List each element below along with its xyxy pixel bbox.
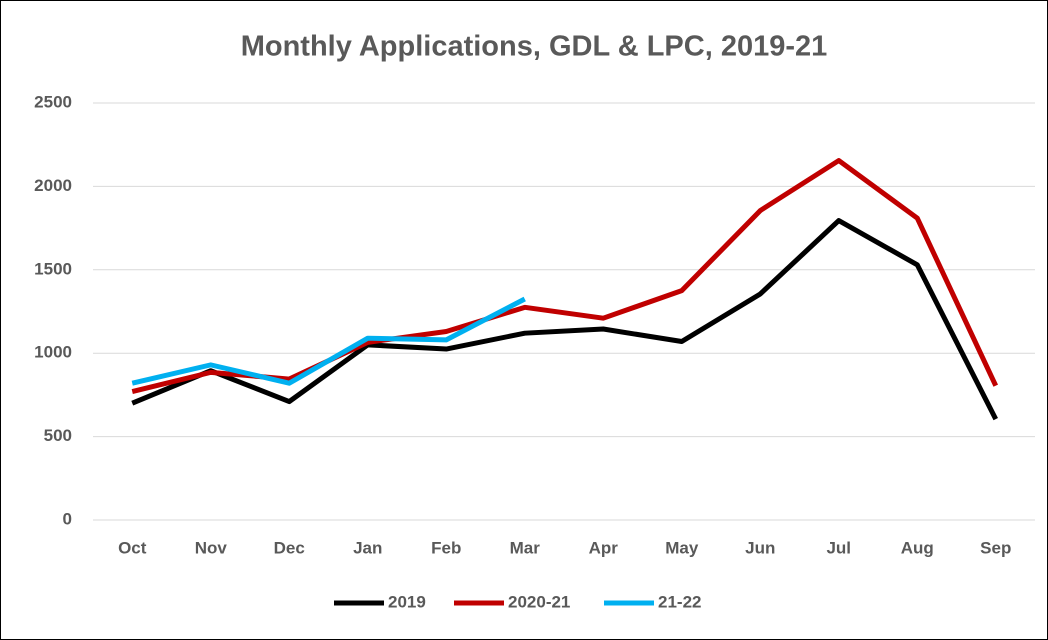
chart-title: Monthly Applications, GDL & LPC, 2019-21 xyxy=(241,31,828,63)
legend-label: 2020-21 xyxy=(508,592,570,611)
legend-label: 21-22 xyxy=(658,592,701,611)
line-series xyxy=(131,296,526,386)
y-tick-label: 500 xyxy=(44,426,72,445)
x-tick-label: Apr xyxy=(589,538,619,557)
x-tick-label: Jan xyxy=(353,538,382,557)
x-tick-label: Feb xyxy=(431,538,461,557)
y-tick-label: 1500 xyxy=(34,259,72,278)
x-tick-label: Oct xyxy=(118,538,147,557)
x-tick-label: May xyxy=(665,538,699,557)
x-tick-label: Jun xyxy=(745,538,775,557)
x-tick-label: Jul xyxy=(826,538,851,557)
line-series xyxy=(131,218,998,421)
y-tick-label: 1000 xyxy=(34,343,72,362)
y-tick-label: 2000 xyxy=(34,176,72,195)
x-tick-label: Nov xyxy=(195,538,228,557)
y-tick-label: 2500 xyxy=(34,92,72,111)
y-tick-label: 0 xyxy=(63,509,72,528)
legend-label: 2019 xyxy=(388,592,426,611)
x-tick-label: Mar xyxy=(510,538,541,557)
x-tick-label: Sep xyxy=(980,538,1011,557)
x-tick-label: Aug xyxy=(901,538,934,557)
x-tick-label: Dec xyxy=(274,538,305,557)
